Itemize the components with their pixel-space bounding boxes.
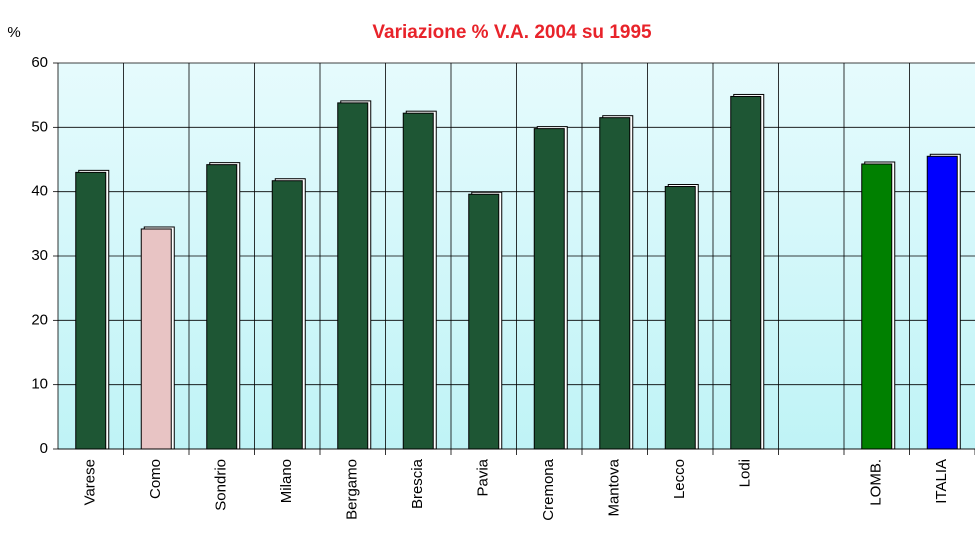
x-tick-label: LOMB. — [868, 459, 885, 506]
y-tick-label: 20 — [31, 311, 48, 328]
bar — [337, 102, 369, 450]
y-tick-label: 50 — [31, 118, 48, 135]
y-tick-label: 30 — [31, 247, 48, 264]
y-tick-label: 40 — [31, 183, 48, 200]
x-tick-label: Bergamo — [344, 459, 361, 520]
y-axis-label: % — [7, 24, 20, 41]
bar — [206, 164, 238, 450]
y-tick-label: 60 — [31, 54, 48, 71]
chart-title: Variazione % V.A. 2004 su 1995 — [372, 22, 652, 43]
bar — [468, 193, 500, 450]
bar — [861, 163, 893, 450]
y-tick-label: 10 — [31, 376, 48, 393]
bar — [664, 186, 696, 450]
x-tick-label: Lodi — [737, 459, 754, 487]
bar — [730, 95, 762, 450]
bar — [533, 128, 565, 450]
x-tick-label: Cremona — [540, 458, 557, 520]
x-tick-label: Lecco — [671, 459, 688, 499]
x-tick-label: Milano — [278, 459, 295, 503]
bar — [140, 228, 172, 450]
x-tick-label: Como — [147, 459, 164, 499]
x-tick-label: ITALIA — [933, 459, 950, 504]
x-tick-label: Varese — [82, 459, 99, 505]
x-tick-label: Sondrio — [213, 459, 230, 511]
bar — [271, 180, 303, 450]
x-tick-label: Pavia — [475, 458, 492, 496]
x-tick-label: Brescia — [409, 458, 426, 509]
x-tick-label: Mantova — [606, 458, 623, 516]
bar — [926, 155, 958, 450]
bar — [599, 117, 631, 450]
y-tick-label: 0 — [40, 440, 48, 457]
bar — [75, 171, 107, 450]
bar — [402, 112, 434, 450]
